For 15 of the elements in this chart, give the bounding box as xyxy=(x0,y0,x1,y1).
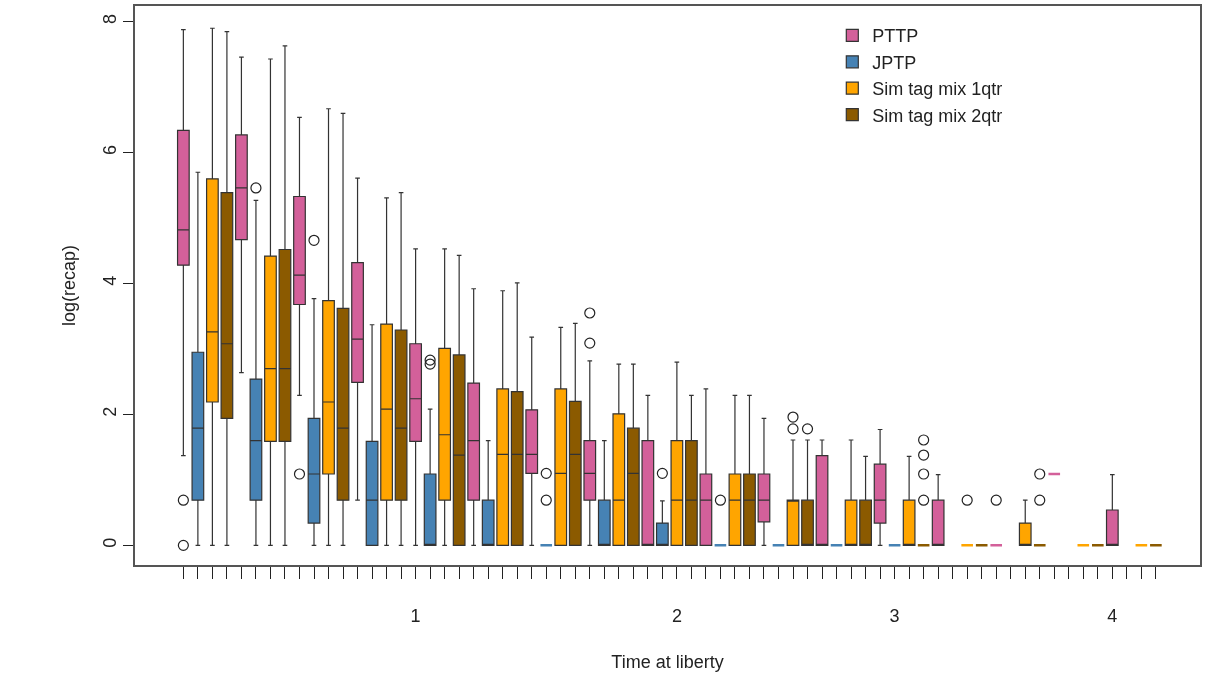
legend-label: JPTP xyxy=(872,52,917,73)
legend-label: Sim tag mix 2qtr xyxy=(872,105,1003,126)
x-tick-label: 1 xyxy=(410,606,421,627)
y-tick-label: 8 xyxy=(100,14,121,25)
x-axis-title: Time at liberty xyxy=(611,651,724,672)
x-tick-label: 3 xyxy=(889,606,900,627)
y-axis-title: log(recap) xyxy=(58,244,79,327)
y-tick-label: 4 xyxy=(100,275,121,286)
y-tick-label: 6 xyxy=(100,144,121,155)
x-tick-label: 4 xyxy=(1107,606,1118,627)
legend-label: Sim tag mix 1qtr xyxy=(872,79,1003,100)
legend-label: PTTP xyxy=(872,26,919,47)
x-tick-label: 2 xyxy=(671,606,682,627)
y-tick-label: 2 xyxy=(100,406,121,417)
y-tick-label: 0 xyxy=(100,537,121,548)
